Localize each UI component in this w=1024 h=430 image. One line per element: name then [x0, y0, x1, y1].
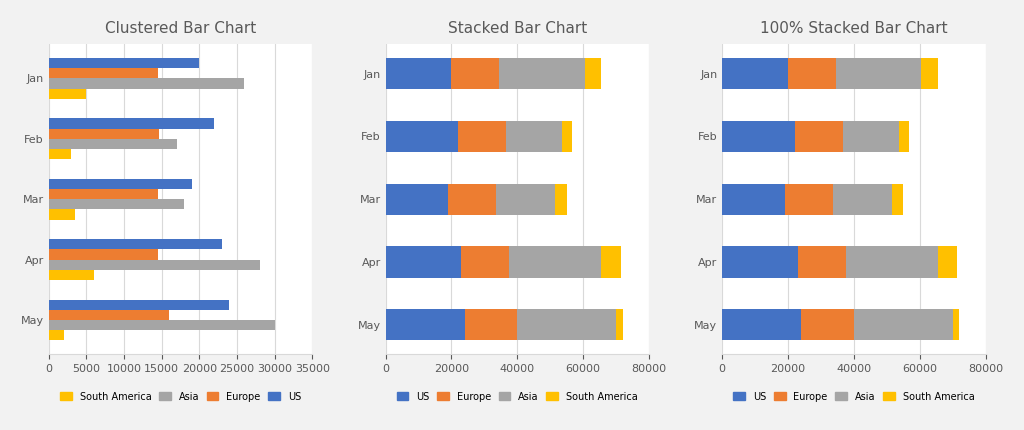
Bar [452, 58, 499, 89]
Bar [385, 246, 461, 278]
Bar [49, 118, 214, 129]
Bar [385, 58, 452, 89]
Bar [499, 58, 585, 89]
Bar [49, 249, 158, 260]
Title: Clustered Bar Chart: Clustered Bar Chart [104, 21, 256, 36]
Bar [49, 139, 177, 149]
Bar [952, 309, 959, 340]
Bar [795, 121, 843, 152]
Bar [49, 270, 94, 280]
Bar [49, 89, 86, 99]
Bar [922, 58, 938, 89]
Bar [616, 309, 623, 340]
Bar [722, 58, 788, 89]
Bar [49, 78, 245, 89]
Bar [49, 189, 158, 199]
Bar [465, 309, 517, 340]
Bar [722, 309, 801, 340]
Bar [506, 121, 562, 152]
Legend: US, Europe, Asia, South America: US, Europe, Asia, South America [729, 388, 978, 405]
Bar [833, 184, 892, 215]
Bar [385, 184, 449, 215]
Bar [49, 68, 158, 78]
Bar [722, 184, 784, 215]
Bar [49, 310, 169, 320]
Title: Stacked Bar Chart: Stacked Bar Chart [447, 21, 587, 36]
Bar [449, 184, 496, 215]
Bar [49, 330, 63, 340]
Bar [49, 300, 229, 310]
Bar [496, 184, 555, 215]
Bar [49, 58, 200, 68]
Bar [846, 246, 938, 278]
Bar [843, 121, 899, 152]
Bar [892, 184, 903, 215]
Title: 100% Stacked Bar Chart: 100% Stacked Bar Chart [760, 21, 948, 36]
Bar [722, 121, 795, 152]
Bar [49, 149, 72, 159]
Bar [585, 58, 601, 89]
Bar [385, 309, 465, 340]
Bar [562, 121, 571, 152]
Bar [601, 246, 621, 278]
Bar [555, 184, 566, 215]
Bar [854, 309, 952, 340]
Bar [49, 239, 222, 249]
Bar [461, 246, 509, 278]
Bar [49, 209, 75, 219]
Bar [801, 309, 854, 340]
Bar [49, 320, 274, 330]
Bar [509, 246, 601, 278]
Legend: US, Europe, Asia, South America: US, Europe, Asia, South America [393, 388, 641, 405]
Bar [784, 184, 833, 215]
Bar [49, 260, 259, 270]
Legend: South America, Asia, Europe, US: South America, Asia, Europe, US [56, 388, 305, 405]
Bar [49, 129, 159, 139]
Bar [798, 246, 846, 278]
Bar [517, 309, 616, 340]
Bar [788, 58, 836, 89]
Bar [49, 199, 184, 209]
Bar [899, 121, 908, 152]
Bar [938, 246, 957, 278]
Bar [722, 246, 798, 278]
Bar [385, 121, 458, 152]
Bar [458, 121, 506, 152]
Bar [49, 179, 191, 189]
Bar [836, 58, 922, 89]
